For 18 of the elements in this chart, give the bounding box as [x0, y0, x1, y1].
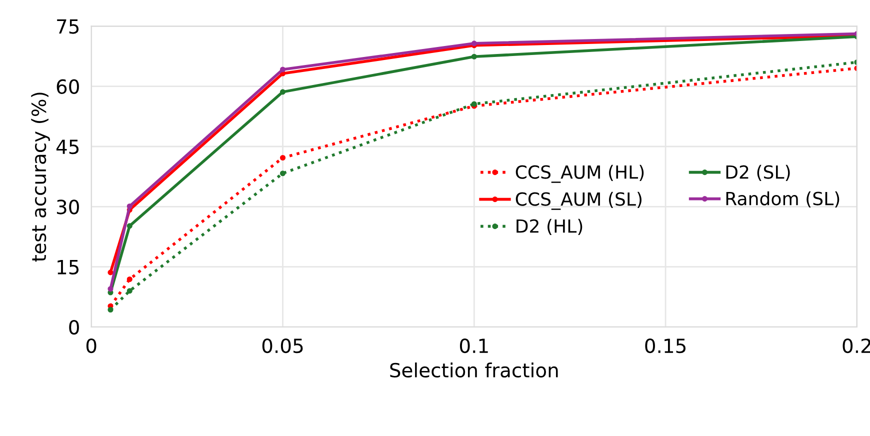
x-tick-label: 0.15: [645, 338, 686, 354]
y-tick-label: 0: [69, 320, 79, 335]
y-tick-label: 75: [57, 19, 79, 34]
x-axis-title: Selection fraction: [390, 362, 558, 378]
x-tick-label: 0.1: [460, 338, 488, 354]
legend-label: CCS_AUM (SL): [516, 192, 642, 210]
legend-label: D2 (HL): [516, 218, 582, 236]
legend-label: D2 (SL): [726, 164, 790, 182]
y-tick-label: 45: [56, 140, 79, 154]
x-tick-label: 0.05: [262, 338, 303, 354]
y-axis-title: test accuracy (%): [31, 92, 50, 262]
x-tick-label: 0.2: [842, 338, 870, 354]
y-tick-label: 15: [58, 260, 79, 274]
x-tick-label: 0: [86, 338, 96, 354]
legend-label: Random (SL): [726, 191, 840, 208]
y-tick-label: 30: [56, 200, 79, 214]
y-tick-label: 60: [56, 79, 79, 94]
legend-label: CCS_AUM (HL): [516, 164, 644, 183]
